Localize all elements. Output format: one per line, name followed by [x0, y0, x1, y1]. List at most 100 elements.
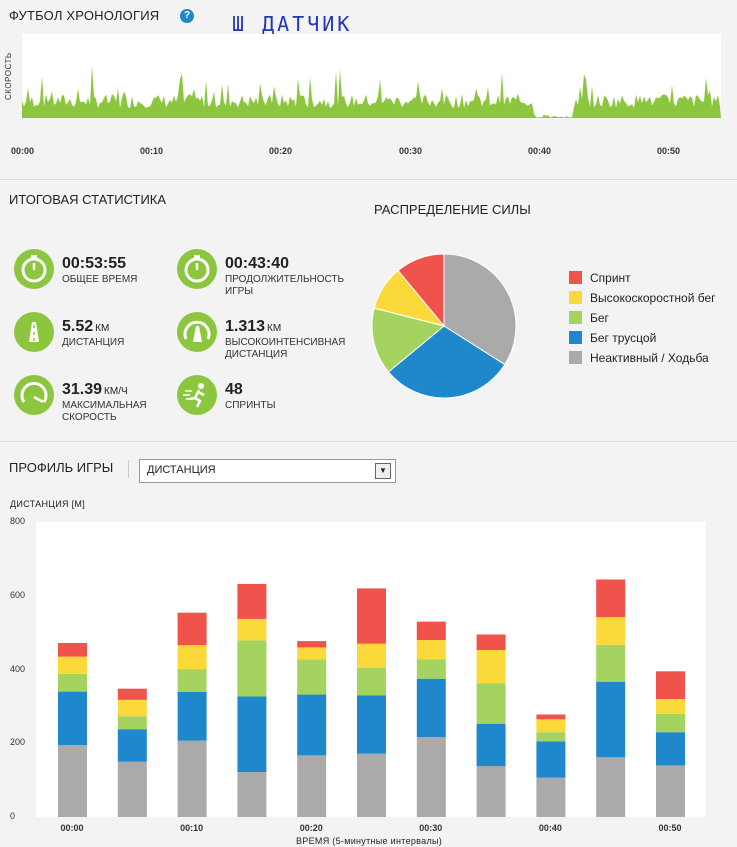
bar-segment[interactable] — [536, 732, 566, 742]
bar-segment[interactable] — [177, 645, 207, 670]
bar-segment[interactable] — [357, 588, 386, 644]
bar-segment[interactable] — [357, 695, 386, 754]
game-profile-title: ПРОФИЛЬ ИГРЫ — [9, 460, 114, 475]
section-divider — [0, 441, 737, 442]
bar-segment[interactable] — [297, 755, 327, 817]
bar-segment[interactable] — [596, 757, 626, 817]
stat-value: 48 — [225, 381, 243, 398]
bar-segment[interactable] — [656, 699, 685, 714]
summary-title: ИТОГОВАЯ СТАТИСТИКА — [9, 192, 167, 207]
bar-segment[interactable] — [656, 765, 685, 817]
bar-segment[interactable] — [58, 691, 87, 746]
bar-segment[interactable] — [58, 656, 87, 674]
bar-segment[interactable] — [237, 640, 267, 697]
bar-segment[interactable] — [297, 694, 327, 756]
y-tick-label: 400 — [10, 663, 26, 674]
bar-segment[interactable] — [536, 777, 566, 818]
x-tick-label: 00:30 — [419, 823, 443, 833]
bar-segment[interactable] — [297, 641, 327, 648]
bar-segment[interactable] — [58, 643, 87, 657]
bar-segment[interactable] — [596, 681, 626, 758]
bar-segment[interactable] — [596, 617, 626, 645]
stat-label: МАКСИМАЛЬНАЯ СКОРОСТЬ — [62, 400, 147, 423]
bar-segment[interactable] — [416, 678, 446, 737]
stat-label: ДИСТАНЦИЯ — [62, 337, 125, 348]
bar-segment[interactable] — [416, 640, 446, 660]
bar-segment[interactable] — [297, 659, 327, 695]
y-tick-label: 800 — [10, 516, 26, 526]
bar-segment[interactable] — [536, 741, 566, 778]
y-tick-label: 600 — [10, 589, 26, 600]
bar-segment[interactable] — [596, 644, 626, 682]
bar-segment[interactable] — [476, 766, 506, 817]
stat-label: ОБЩЕЕ ВРЕМЯ — [62, 274, 138, 285]
bar-segment[interactable] — [177, 692, 207, 741]
x-tick-label: 00:10 — [180, 823, 204, 833]
timeline-tick-label: 00:30 — [399, 146, 423, 156]
bar-segment[interactable] — [177, 740, 207, 817]
speed-timeline[interactable] — [22, 34, 721, 118]
bar-chart-xlabel: ВРЕМЯ (5-минутные интервалы) — [296, 836, 443, 846]
bar-segment[interactable] — [596, 579, 626, 618]
bar-segment[interactable] — [117, 716, 147, 730]
timeline-tick-label: 00:40 — [528, 146, 552, 156]
force-pie-chart — [371, 253, 517, 399]
bar-segment[interactable] — [357, 667, 386, 696]
stat-value: 1.313 КМ — [225, 318, 282, 335]
force-distribution-title: РАСПРЕДЕЛЕНИЕ СИЛЫ — [374, 202, 531, 217]
bar-segment[interactable] — [656, 713, 685, 733]
bar-segment[interactable] — [416, 659, 446, 679]
high-intensity-road-icon — [177, 312, 217, 352]
separator — [128, 460, 129, 478]
timeline-tick-label: 00:10 — [140, 146, 164, 156]
bar-segment[interactable] — [476, 723, 506, 767]
y-tick-label: 200 — [10, 737, 26, 748]
bar-chart-ylabel: ДИСТАНЦИЯ [М] — [10, 499, 85, 509]
bar-segment[interactable] — [416, 737, 446, 817]
bar-segment[interactable] — [237, 772, 267, 817]
stopwatch-icon — [177, 249, 217, 289]
stat-value: 5.52 КМ — [62, 318, 110, 335]
bar-segment[interactable] — [237, 583, 267, 619]
timeline-tick-label: 00:00 — [11, 146, 35, 156]
question-icon[interactable]: ? — [180, 9, 194, 23]
page-title: ФУТБОЛ ХРОНОЛОГИЯ — [9, 8, 160, 23]
bar-segment[interactable] — [536, 714, 566, 720]
bar-segment[interactable] — [237, 619, 267, 641]
bar-segment[interactable] — [656, 671, 685, 699]
bar-segment[interactable] — [58, 673, 87, 692]
timeline-ylabel: СКОРОСТЬ — [4, 52, 13, 100]
bar-segment[interactable] — [237, 696, 267, 772]
chevron-down-icon[interactable]: ▼ — [375, 463, 391, 479]
legend-swatch — [569, 331, 582, 344]
bar-segment[interactable] — [476, 650, 506, 684]
metric-select[interactable]: ДИСТАНЦИЯ ▼ — [139, 459, 396, 483]
x-tick-label: 00:50 — [658, 823, 682, 833]
stat-label: ПРОДОЛЖИТЕЛЬНОСТЬ ИГРЫ — [225, 274, 345, 297]
bar-segment[interactable] — [297, 647, 327, 660]
distance-bar-chart-plot — [58, 579, 685, 818]
bar-segment[interactable] — [476, 634, 506, 651]
legend-swatch — [569, 291, 582, 304]
timeline-tick-label: 00:50 — [657, 146, 681, 156]
pie-slice — [397, 253, 445, 328]
pie-slice — [371, 307, 446, 373]
stat-value: 00:43:40 — [225, 255, 290, 272]
bar-segment[interactable] — [177, 669, 207, 692]
bar-segment[interactable] — [58, 745, 87, 817]
bar-segment[interactable] — [656, 732, 685, 766]
bar-segment[interactable] — [117, 761, 147, 817]
bar-segment[interactable] — [476, 683, 506, 724]
timeline-tick-label: 00:20 — [269, 146, 293, 156]
bar-segment[interactable] — [357, 753, 386, 817]
bar-segment[interactable] — [357, 643, 386, 668]
bar-segment[interactable] — [416, 621, 446, 640]
bar-segment[interactable] — [117, 729, 147, 762]
stat-label: СПРИНТЫ — [225, 400, 276, 411]
bar-segment[interactable] — [117, 688, 147, 700]
speedometer-icon — [14, 375, 54, 415]
legend-swatch — [569, 311, 582, 324]
bar-segment[interactable] — [117, 699, 147, 717]
bar-segment[interactable] — [536, 719, 566, 733]
bar-segment[interactable] — [177, 612, 207, 646]
